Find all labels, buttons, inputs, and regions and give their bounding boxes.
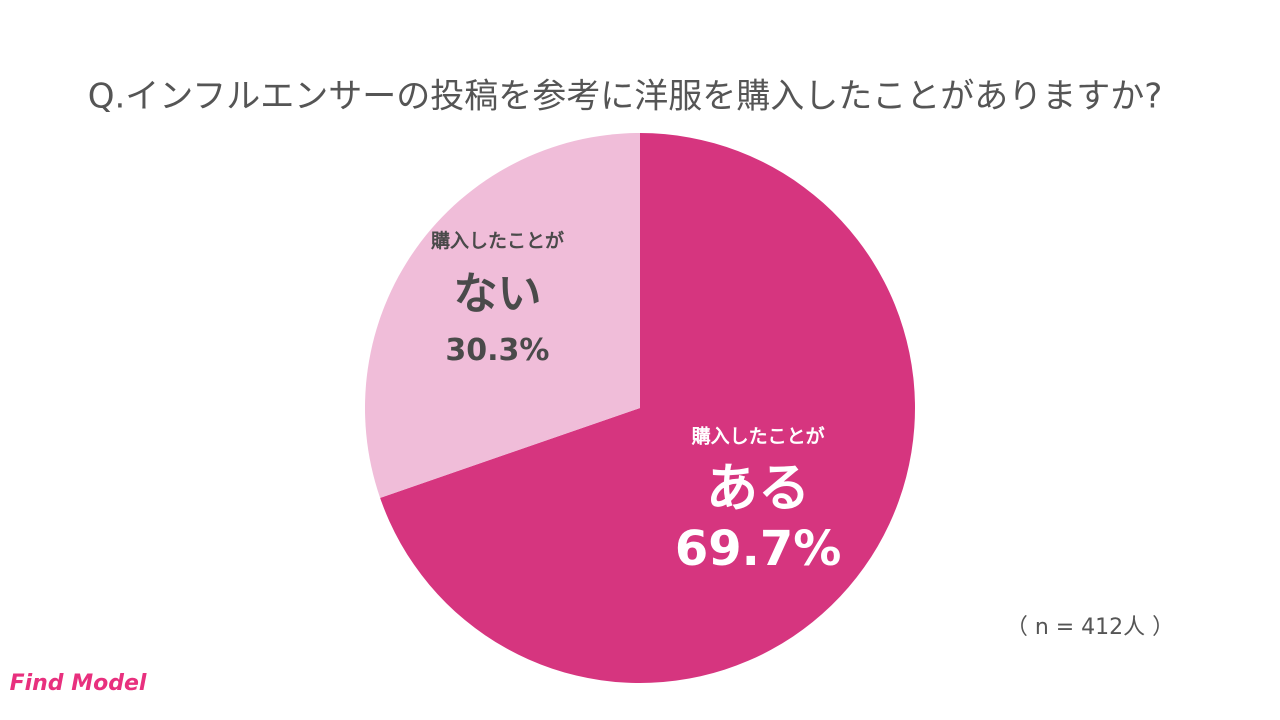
brand-logo: Find Model (10, 671, 147, 696)
pie-slice (380, 133, 915, 683)
slice-label: ない (453, 268, 541, 319)
chart-title: Q.インフルエンサーの投稿を参考に洋服を購入したことがありますか? (88, 77, 1163, 117)
slice-label-prefix: 購入したことが (692, 425, 825, 448)
pie-slice (365, 133, 640, 498)
slice-value-label: 69.7% (675, 521, 842, 577)
sample-note: （ n = 412人 ） (1006, 615, 1174, 640)
slice-label: ある (706, 459, 810, 519)
slice-label-prefix: 購入したことが (431, 229, 564, 252)
slice-value-label: 30.3% (445, 333, 549, 368)
